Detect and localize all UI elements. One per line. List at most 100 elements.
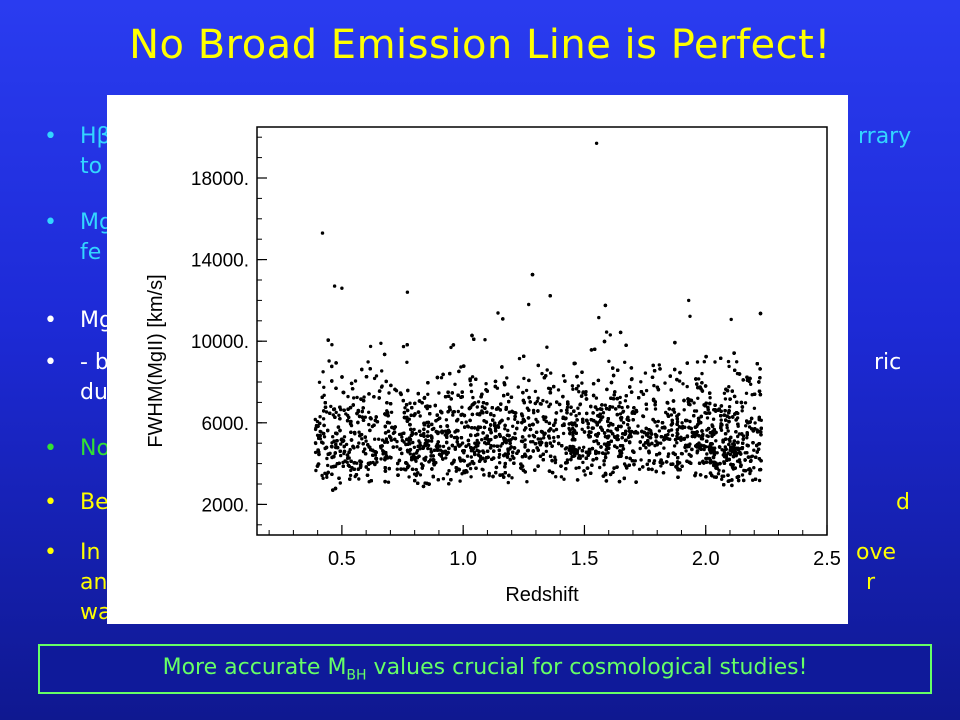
data-point xyxy=(450,443,455,448)
data-point xyxy=(684,418,688,423)
bullet-text-tail2: r xyxy=(866,570,876,595)
data-point xyxy=(426,439,431,443)
data-point xyxy=(383,431,388,435)
data-point xyxy=(523,438,527,442)
data-point xyxy=(576,384,580,388)
data-point xyxy=(407,475,411,479)
data-point xyxy=(575,374,579,379)
data-point xyxy=(401,344,406,349)
bullet-text: - b xyxy=(80,350,109,375)
data-point xyxy=(713,360,717,364)
data-point xyxy=(446,390,450,394)
data-point xyxy=(418,414,422,418)
data-point xyxy=(366,467,370,472)
data-point xyxy=(440,410,444,415)
data-point xyxy=(545,368,549,372)
data-point xyxy=(603,452,608,456)
data-point xyxy=(496,424,500,428)
data-point xyxy=(414,451,419,455)
data-point xyxy=(641,392,646,396)
data-point xyxy=(345,419,350,423)
data-point xyxy=(752,392,757,396)
data-point xyxy=(486,441,491,445)
bullet-text-line2: an xyxy=(80,570,108,595)
data-point xyxy=(404,461,408,465)
data-point xyxy=(657,363,661,367)
data-point xyxy=(422,396,427,400)
data-point xyxy=(752,448,756,452)
data-point xyxy=(377,437,381,441)
data-point xyxy=(612,393,616,397)
data-point xyxy=(652,369,657,373)
data-point xyxy=(644,388,649,393)
data-point xyxy=(715,451,719,455)
data-point xyxy=(384,451,388,455)
data-point xyxy=(637,467,642,471)
data-point xyxy=(410,467,415,471)
data-point xyxy=(470,412,475,417)
data-point xyxy=(755,450,759,454)
data-point xyxy=(704,456,708,461)
data-point xyxy=(530,272,535,277)
data-point xyxy=(424,404,428,409)
data-point xyxy=(652,383,656,388)
data-point xyxy=(711,448,716,452)
data-point xyxy=(389,383,393,388)
data-point xyxy=(380,438,385,442)
data-point xyxy=(543,431,547,436)
data-point xyxy=(405,343,409,347)
data-point xyxy=(732,351,736,355)
data-point xyxy=(697,377,701,381)
data-point xyxy=(581,420,585,424)
data-point xyxy=(335,439,339,443)
data-point xyxy=(594,439,599,443)
data-point xyxy=(398,447,402,451)
data-point xyxy=(425,481,429,486)
data-point xyxy=(387,466,391,471)
data-point xyxy=(426,392,430,396)
data-point xyxy=(536,448,540,452)
data-point xyxy=(548,441,552,445)
data-point xyxy=(437,452,442,457)
data-point xyxy=(624,394,628,398)
data-point xyxy=(350,387,355,391)
data-point xyxy=(318,421,322,426)
data-point xyxy=(609,429,613,434)
data-point xyxy=(577,465,581,470)
bullet-text-tail: rrary xyxy=(858,124,912,149)
data-point xyxy=(482,450,486,455)
data-point xyxy=(748,376,752,381)
data-point xyxy=(647,459,651,463)
data-point xyxy=(468,405,473,410)
data-point xyxy=(427,460,431,464)
data-point xyxy=(379,444,383,449)
data-point xyxy=(464,420,468,424)
data-point xyxy=(447,469,451,473)
data-point xyxy=(314,468,318,473)
data-point xyxy=(739,464,743,468)
data-point xyxy=(348,473,353,478)
data-point xyxy=(743,458,747,462)
data-point xyxy=(402,415,407,420)
data-point xyxy=(591,458,595,462)
data-point xyxy=(536,396,540,400)
data-point xyxy=(636,424,640,428)
data-point xyxy=(594,396,599,400)
data-point xyxy=(532,411,536,415)
data-point xyxy=(713,403,717,407)
data-point xyxy=(600,403,604,407)
data-point xyxy=(497,455,501,459)
data-point xyxy=(695,449,700,453)
data-point xyxy=(618,412,623,416)
data-point xyxy=(357,441,361,445)
data-point xyxy=(597,315,601,320)
data-point xyxy=(659,464,663,468)
data-point xyxy=(445,432,449,437)
data-point xyxy=(722,413,726,417)
data-point xyxy=(751,441,755,445)
data-point xyxy=(323,405,328,409)
data-point xyxy=(557,441,561,446)
data-point xyxy=(602,442,607,446)
data-point xyxy=(572,361,576,366)
data-point xyxy=(468,418,472,423)
